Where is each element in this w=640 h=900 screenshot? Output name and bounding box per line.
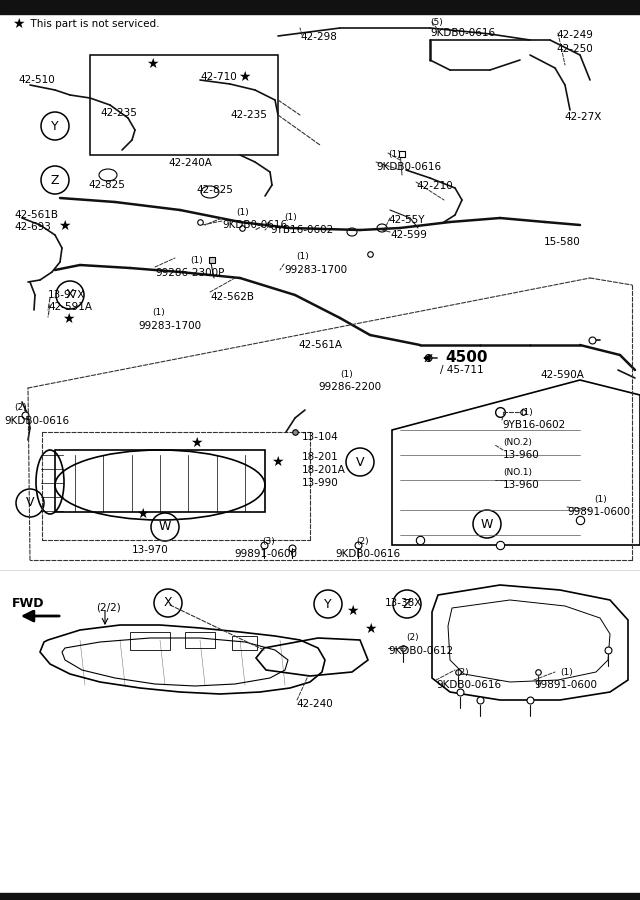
Text: 42-591A: 42-591A [48,302,92,312]
Text: 42-590A: 42-590A [540,370,584,380]
Text: 15-580: 15-580 [544,237,580,247]
Text: 42-55Y: 42-55Y [388,215,424,225]
Text: ★: ★ [237,70,250,84]
Text: V: V [356,455,364,469]
Text: 13-38X: 13-38X [385,598,422,608]
Text: 13-970: 13-970 [132,545,169,555]
Text: 99283-1700: 99283-1700 [138,321,201,331]
Text: (2): (2) [356,537,369,546]
Bar [185,632,215,648]
Text: 9KDB0-0616: 9KDB0-0616 [430,28,495,38]
Text: X: X [66,289,74,302]
Text: (1): (1) [340,370,353,379]
Bar [90,55,278,155]
Text: Z: Z [403,598,412,610]
Text: 42-710: 42-710 [200,72,237,82]
Text: ★: ★ [136,507,148,521]
Text: 42-27X: 42-27X [564,112,602,122]
Text: 4500: 4500 [445,349,488,364]
Text: 9KDB0-0616: 9KDB0-0616 [436,680,501,690]
Text: 9KDB0-0616: 9KDB0-0616 [335,549,400,559]
Text: X: X [164,597,172,609]
Text: 9KDB0-0616: 9KDB0-0616 [222,220,287,230]
Text: 42-240: 42-240 [296,699,333,709]
Text: (1): (1) [152,308,164,317]
Text: ★: ★ [61,312,74,326]
Bar [130,632,170,650]
Text: 42-240A: 42-240A [168,158,212,168]
Text: 42-510: 42-510 [18,75,55,85]
Text: (2): (2) [14,403,27,412]
Text: (1): (1) [190,256,203,265]
Text: 42-210: 42-210 [416,181,452,191]
Text: ★: ★ [346,604,358,618]
Text: ★: ★ [271,455,284,469]
Text: 13-960: 13-960 [503,480,540,490]
Bar [232,636,257,650]
Text: 42-562B: 42-562B [210,292,254,302]
Text: This part is not serviced.: This part is not serviced. [24,19,159,29]
Text: (NO.1): (NO.1) [503,468,532,477]
Text: 99891-0600: 99891-0600 [234,549,297,559]
Bar [55,450,265,512]
Text: ★: ★ [12,17,24,31]
Text: Y: Y [324,598,332,610]
Text: (2): (2) [456,668,468,677]
Text: 99286-2300P: 99286-2300P [155,268,225,278]
Text: 42-561A: 42-561A [298,340,342,350]
Text: 13-990: 13-990 [302,478,339,488]
Text: (1): (1) [236,208,249,217]
Text: Z: Z [51,174,60,186]
Text: 42-693: 42-693 [14,222,51,232]
Text: (NO.2): (NO.2) [503,438,532,447]
Text: 13-104: 13-104 [302,432,339,442]
Text: ⌀: ⌀ [424,349,433,364]
Text: 13-960: 13-960 [503,450,540,460]
Text: (1): (1) [560,668,573,677]
Text: (5): (5) [430,18,443,27]
Text: (2/2): (2/2) [96,602,121,612]
Text: ★: ★ [146,57,158,71]
Text: 9YB16-0602: 9YB16-0602 [502,420,565,430]
Text: 9YB16-0602: 9YB16-0602 [270,225,333,235]
Text: (1): (1) [296,252,308,261]
Text: 42-825: 42-825 [196,185,233,195]
Text: 9KDB0-0616: 9KDB0-0616 [4,416,69,426]
Text: 42-599: 42-599 [390,230,427,240]
Text: 42-250: 42-250 [556,44,593,54]
Text: V: V [26,497,35,509]
Text: (1): (1) [520,408,532,417]
Text: ★: ★ [58,219,70,233]
Text: W: W [481,518,493,530]
Text: 13-97X: 13-97X [48,290,85,300]
Text: 42-298: 42-298 [300,32,337,42]
Text: 42-235: 42-235 [100,108,137,118]
Text: ★: ★ [364,622,376,636]
Text: 42-249: 42-249 [556,30,593,40]
Text: (3): (3) [262,537,275,546]
Text: ★: ★ [189,436,202,450]
Text: 42-825: 42-825 [88,180,125,190]
Text: 99891-0600: 99891-0600 [567,507,630,517]
Text: 99283-1700: 99283-1700 [284,265,347,275]
Text: 99286-2200: 99286-2200 [318,382,381,392]
Text: 42-235: 42-235 [230,110,267,120]
Text: 9KDB0-0616: 9KDB0-0616 [376,162,441,172]
Text: 9KDB0-0612: 9KDB0-0612 [388,646,453,656]
Text: 18-201A: 18-201A [302,465,346,475]
Text: 99891-0600: 99891-0600 [534,680,597,690]
Text: (1): (1) [388,150,401,159]
Text: FWD: FWD [12,597,45,610]
Text: W: W [159,520,171,534]
Text: (2): (2) [406,633,419,642]
Text: (1): (1) [284,213,297,222]
Text: 42-561B: 42-561B [14,210,58,220]
Text: / 45-711: / 45-711 [440,365,484,375]
Text: 18-201: 18-201 [302,452,339,462]
Text: Y: Y [51,120,59,132]
Text: (1): (1) [594,495,607,504]
